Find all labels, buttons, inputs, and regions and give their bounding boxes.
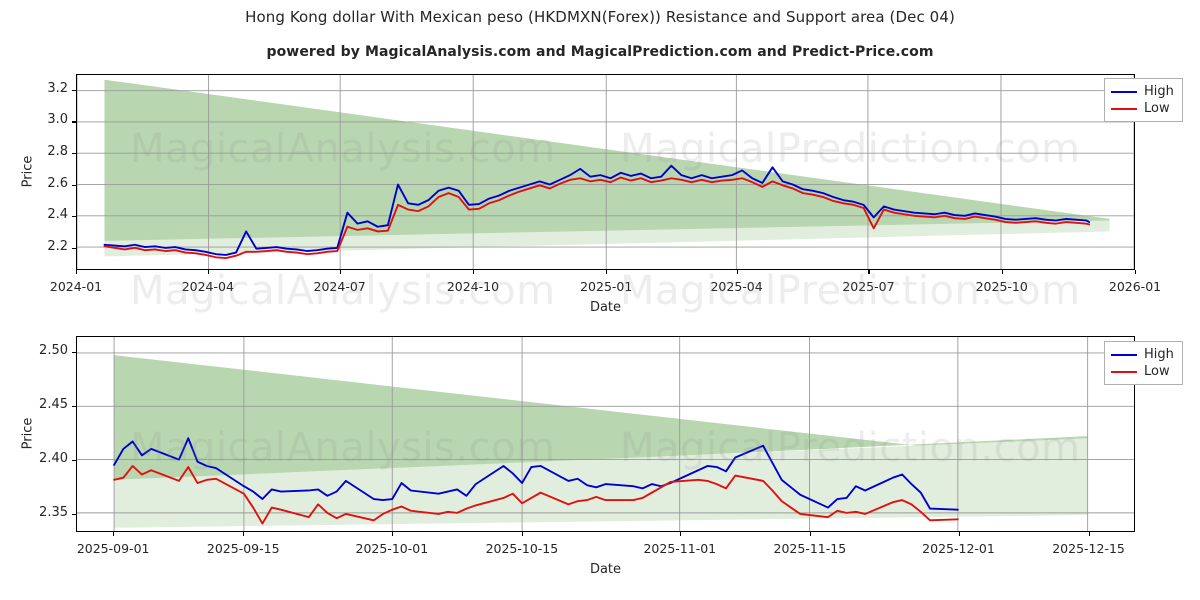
x-tick-mark xyxy=(958,532,960,536)
x-tick-label: 2026-01 xyxy=(1108,279,1162,294)
y-tick-label: 2.35 xyxy=(39,504,68,520)
x-tick-label: 2025-10 xyxy=(975,279,1028,294)
x-tick-mark xyxy=(1001,270,1003,274)
x-tick-label: 2024-10 xyxy=(446,279,500,294)
y-tick-mark xyxy=(72,352,76,354)
overview-x-axis-label: Date xyxy=(589,300,622,315)
legend-item-high[interactable]: High xyxy=(1111,83,1174,100)
legend-item-low[interactable]: Low xyxy=(1111,100,1174,117)
x-tick-mark xyxy=(809,532,812,536)
recent-plot-area xyxy=(76,336,1135,532)
recent-chart-panel xyxy=(76,336,1135,532)
y-tick-mark xyxy=(72,513,76,515)
x-tick-label: 2025-12-01 xyxy=(922,541,995,556)
y-tick-label: 2.45 xyxy=(39,397,68,412)
x-tick-mark xyxy=(679,532,681,536)
legend-swatch-low-icon xyxy=(1111,107,1137,110)
x-tick-label: 2025-10-15 xyxy=(485,541,559,556)
y-tick-mark xyxy=(72,121,76,123)
legend-label: High xyxy=(1144,347,1174,362)
x-tick-mark xyxy=(207,270,210,274)
overview-chart-panel xyxy=(76,74,1135,270)
series-line-low xyxy=(113,465,959,525)
y-tick-label: 2.2 xyxy=(47,238,68,254)
band-resistance-area xyxy=(104,79,1110,248)
x-tick-label: 2024-01 xyxy=(49,279,103,294)
legend-swatch-low-icon xyxy=(1111,370,1137,373)
overview-plot-area xyxy=(76,74,1135,270)
x-tick-mark xyxy=(736,270,738,274)
band-resistance-area xyxy=(114,355,1088,484)
x-tick-mark xyxy=(391,532,394,536)
y-tick-mark xyxy=(72,184,76,186)
x-tick-label: 2025-11-01 xyxy=(643,541,717,556)
overview-plot-svg xyxy=(77,75,1134,269)
x-tick-label: 2025-09-15 xyxy=(206,541,280,556)
y-tick-label: 3.2 xyxy=(47,80,68,96)
x-tick-mark xyxy=(243,532,245,536)
y-tick-label: 3.0 xyxy=(47,112,68,128)
x-tick-label: 2025-01 xyxy=(580,279,633,294)
legend-swatch-high-icon xyxy=(1111,353,1137,356)
recent-plot-svg xyxy=(77,337,1134,531)
y-tick-label: 2.4 xyxy=(47,207,68,223)
y-tick-mark xyxy=(72,459,76,462)
x-tick-mark xyxy=(521,532,524,536)
recent-legend: High Low xyxy=(1104,341,1183,385)
x-tick-mark xyxy=(1135,270,1137,274)
x-tick-mark xyxy=(76,270,78,274)
y-tick-mark xyxy=(72,406,76,408)
x-tick-mark xyxy=(472,270,475,274)
y-tick-label: 2.40 xyxy=(39,450,68,466)
x-tick-label: 2024-07 xyxy=(313,279,366,294)
legend-swatch-high-icon xyxy=(1111,90,1137,93)
y-tick-label: 2.50 xyxy=(39,343,68,359)
y-tick-label: 2.8 xyxy=(47,144,68,160)
x-tick-label: 2025-07 xyxy=(842,279,895,294)
series-line-high xyxy=(113,437,959,511)
recent-x-axis-label: Date xyxy=(589,562,622,577)
x-tick-label: 2025-10-01 xyxy=(355,541,429,556)
legend-label: Low xyxy=(1144,364,1170,379)
y-tick-mark xyxy=(72,247,76,250)
x-tick-mark xyxy=(868,270,870,274)
x-tick-mark xyxy=(606,270,608,274)
x-tick-label: 2025-04 xyxy=(710,279,763,294)
band-support-area xyxy=(114,438,1088,528)
y-tick-mark xyxy=(72,216,76,218)
page-subtitle: powered by MagicalAnalysis.com and Magic… xyxy=(266,44,934,60)
x-tick-label: 2025-11-15 xyxy=(773,541,847,556)
legend-item-low[interactable]: Low xyxy=(1111,363,1174,380)
legend-label: High xyxy=(1144,84,1174,99)
x-tick-label: 2025-09-01 xyxy=(76,541,150,556)
y-tick-label: 2.6 xyxy=(47,175,68,191)
y-tick-mark xyxy=(72,153,76,155)
legend-label: Low xyxy=(1144,101,1170,116)
y-tick-mark xyxy=(72,89,76,91)
x-tick-label: 2025-12-15 xyxy=(1052,541,1125,556)
x-tick-mark xyxy=(1088,532,1090,536)
overview-legend: High Low xyxy=(1104,78,1183,122)
x-tick-label: 2024-04 xyxy=(181,279,234,294)
series-line-high xyxy=(103,164,1091,256)
legend-item-high[interactable]: High xyxy=(1111,346,1174,363)
page-title: Hong Kong dollar With Mexican peso (HKDM… xyxy=(245,8,955,26)
x-tick-mark xyxy=(113,532,115,536)
series-line-low xyxy=(103,176,1091,259)
x-tick-mark xyxy=(339,270,341,274)
